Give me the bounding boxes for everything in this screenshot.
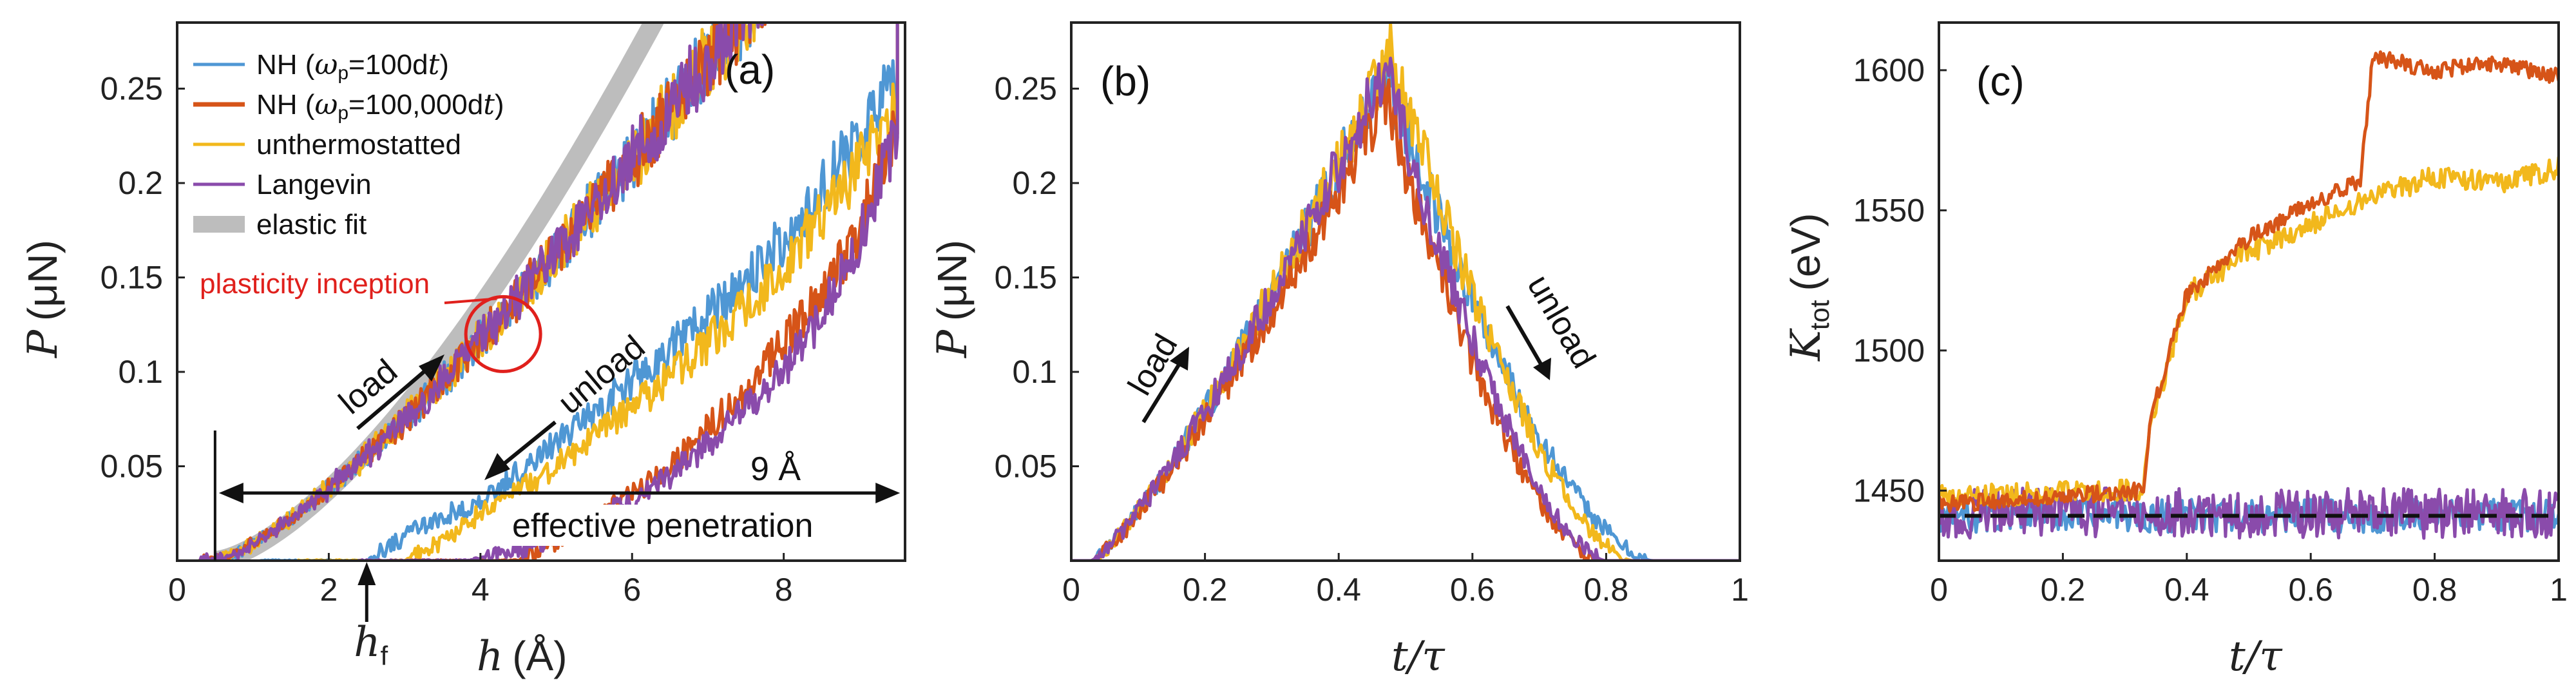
panel-a-legend: NH (ωp=100dt) NH (ωp=100,000dt) unthermo… (193, 48, 504, 240)
panel-c-y-axis-label: Ktot(eV) (1782, 213, 1835, 362)
legend-label-langevin: Langevin (256, 169, 372, 200)
unload-arrowhead-a (484, 453, 510, 480)
unload-label-b: unload (1520, 269, 1603, 374)
load-arrow-b (1141, 358, 1184, 423)
y-tick-label: 0.05 (100, 449, 163, 485)
dimension-arrowhead-right (875, 483, 901, 503)
load-arrowhead-b (1170, 347, 1189, 371)
x-tick-label: 0.6 (1450, 572, 1495, 608)
panel-c-x-ticks: 0 0.2 0.4 0.6 0.8 1 (1930, 553, 2568, 608)
y-tick-label: 0.05 (995, 449, 1057, 485)
panel-a-x-ticks: 0 2 4 6 8 (168, 553, 793, 608)
x-tick-label: 2 (320, 572, 338, 608)
x-tick-label: 0.8 (2412, 572, 2457, 608)
load-arrowhead-a (419, 354, 444, 382)
series-line-langevin (1071, 56, 1740, 561)
panel-a-label: (a) (725, 46, 775, 93)
y-tick-label: 0.1 (1012, 354, 1057, 390)
unload-arrowhead-b (1533, 358, 1551, 380)
panel-b-plot-area (1071, 23, 1740, 561)
y-tick-label: 0.25 (995, 71, 1057, 107)
panel-a: 0 2 4 6 8 0.05 0.1 0.15 0.2 0.25 (a) NH (ωp=100d… (19, 21, 906, 681)
x-tick-label: 6 (623, 572, 641, 608)
panel-b-label: (b) (1100, 58, 1150, 104)
width-9a-label: 9 Å (750, 450, 801, 488)
panel-a-y-ticks: 0.05 0.1 0.15 0.2 0.25 (100, 71, 185, 485)
x-tick-label: 0 (168, 572, 186, 608)
dimension-arrowhead-left (218, 483, 243, 503)
x-tick-label: 0.2 (1183, 572, 1228, 608)
plasticity-inception-circle (464, 295, 542, 373)
plasticity-inception-label: plasticity inception (200, 268, 430, 300)
panel-c-plot-area (1939, 50, 2559, 540)
panel-b-y-axis-label: P(μN) (929, 240, 977, 358)
y-tick-label: 1450 (1853, 472, 1925, 508)
x-tick-label: 1 (1731, 572, 1749, 608)
panel-c-y-ticks: 1450 1500 1550 1600 (1853, 52, 1947, 508)
series-line-unthermostatted (1071, 23, 1740, 561)
x-tick-label: 0.4 (1316, 572, 1361, 608)
plasticity-inception-leader (444, 297, 497, 304)
hf-label: hf (354, 619, 388, 671)
panel-a-y-axis-label: P(μN) (19, 240, 67, 358)
x-tick-label: 1 (2550, 572, 2568, 608)
legend-label-nh100: NH (ωp=100dt) (256, 48, 449, 84)
y-tick-label: 0.1 (118, 354, 163, 390)
unload-arrow-b (1505, 305, 1545, 369)
panel-b-x-ticks: 0 0.2 0.4 0.6 0.8 1 (1062, 553, 1749, 608)
series-line-unthermostatted (1939, 155, 2559, 508)
y-tick-label: 0.25 (100, 71, 163, 107)
effective-penetration-backdrop (506, 505, 863, 546)
panel-b: 0 0.2 0.4 0.6 0.8 1 0.05 0.1 0.15 0.2 0.25 (b) lo… (929, 21, 1749, 681)
panel-a-x-axis-label: h (Å) (477, 633, 568, 681)
y-tick-label: 0.2 (1012, 165, 1057, 201)
x-tick-label: 4 (472, 572, 490, 608)
legend-label-nh100000: NH (ωp=100,000dt) (256, 88, 504, 124)
y-tick-label: 0.15 (995, 260, 1057, 296)
x-tick-label: 0.6 (2288, 572, 2333, 608)
series-line-langevin (1939, 486, 2559, 540)
x-tick-label: 0 (1062, 572, 1080, 608)
panel-b-x-axis-label: t/τ (1391, 633, 1445, 681)
legend-label-unthermostatted: unthermostatted (256, 129, 461, 160)
panel-c-label: (c) (1976, 58, 2025, 104)
x-tick-label: 0.8 (1584, 572, 1629, 608)
legend-label-elastic-fit: elastic fit (256, 209, 367, 240)
hf-arrowhead (358, 562, 376, 585)
panel-b-frame (1070, 21, 1741, 562)
panel-c-x-axis-label: t/τ (2229, 633, 2283, 681)
y-tick-label: 1500 (1853, 333, 1925, 369)
load-label-b: load (1121, 328, 1185, 402)
series-line-nh100000 (1939, 50, 2559, 513)
y-tick-label: 0.2 (118, 165, 163, 201)
x-tick-label: 0.4 (2164, 572, 2209, 608)
panel-a-frame (176, 21, 906, 562)
unload-arrow-a (496, 420, 557, 471)
effective-penetration-label: effective penetration (512, 507, 813, 545)
y-tick-label: 0.15 (100, 260, 163, 296)
load-arrow-a (356, 362, 434, 431)
x-tick-label: 8 (775, 572, 793, 608)
y-tick-label: 1550 (1853, 192, 1925, 228)
x-tick-label: 0 (1930, 572, 1948, 608)
y-tick-label: 1600 (1853, 52, 1925, 88)
x-tick-label: 0.2 (2041, 572, 2086, 608)
panel-c-frame (1938, 21, 2560, 562)
panel-b-y-ticks: 0.05 0.1 0.15 0.2 0.25 (995, 71, 1079, 485)
